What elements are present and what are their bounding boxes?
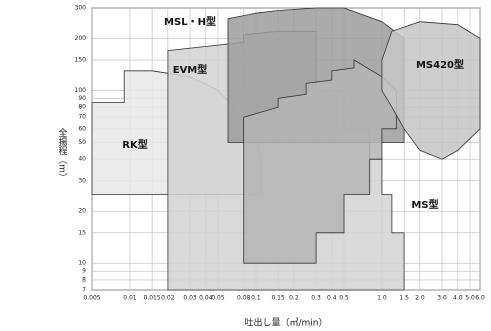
y-tick-label: 50 <box>78 139 86 146</box>
x-tick-label: 4.0 <box>453 295 463 302</box>
y-tick-label: 20 <box>78 208 86 215</box>
y-tick-label: 80 <box>78 104 86 111</box>
x-tick-label: 1.5 <box>399 295 409 302</box>
x-tick-label: 0.04 <box>199 295 213 302</box>
region-label: EVM型 <box>173 63 208 76</box>
region-label: MSL・H型 <box>164 15 216 28</box>
y-tick-label: 70 <box>78 114 86 121</box>
y-tick-label: 300 <box>75 5 87 12</box>
x-tick-label: 0.2 <box>289 295 299 302</box>
x-tick-label: 0.03 <box>183 295 197 302</box>
x-tick-label: 0.4 <box>327 295 337 302</box>
x-tick-label: 0.1 <box>251 295 261 302</box>
y-tick-label: 100 <box>75 87 87 94</box>
region-label: MS型 <box>411 198 438 211</box>
y-tick-label: 200 <box>75 35 87 42</box>
y-axis-title: 全揚程（m） <box>57 127 68 182</box>
x-tick-label: 0.02 <box>161 295 175 302</box>
y-tick-label: 150 <box>75 57 87 64</box>
x-tick-label: 0.15 <box>271 295 285 302</box>
y-tick-label: 10 <box>78 260 86 267</box>
x-tick-label: 1.0 <box>377 295 387 302</box>
y-tick-label: 30 <box>78 177 86 184</box>
x-tick-label: 0.5 <box>339 295 349 302</box>
x-tick-label: 2.0 <box>415 295 425 302</box>
region <box>381 21 481 160</box>
region-label: RK型 <box>122 138 147 151</box>
x-tick-label: 0.01 <box>123 295 137 302</box>
y-tick-label: 90 <box>78 95 86 102</box>
y-tick-label: 9 <box>82 268 86 275</box>
y-tick-label: 40 <box>78 156 86 163</box>
x-tick-label: 0.08 <box>237 295 251 302</box>
y-tick-label: 8 <box>82 276 86 283</box>
y-tick-label: 7 <box>82 287 86 294</box>
x-axis-title: 吐出し量（㎥/min） <box>244 317 327 329</box>
region-label: MS420型 <box>416 58 464 71</box>
x-tick-label: 0.015 <box>144 295 161 302</box>
x-tick-label: 5.0 <box>465 295 475 302</box>
x-tick-label: 3.0 <box>437 295 447 302</box>
x-tick-label: 6.0 <box>475 295 485 302</box>
x-tick-label: 0.05 <box>211 295 225 302</box>
x-tick-label: 0.005 <box>83 295 100 302</box>
y-tick-label: 15 <box>78 229 86 236</box>
x-tick-label: 0.3 <box>311 295 321 302</box>
y-tick-label: 60 <box>78 125 86 132</box>
